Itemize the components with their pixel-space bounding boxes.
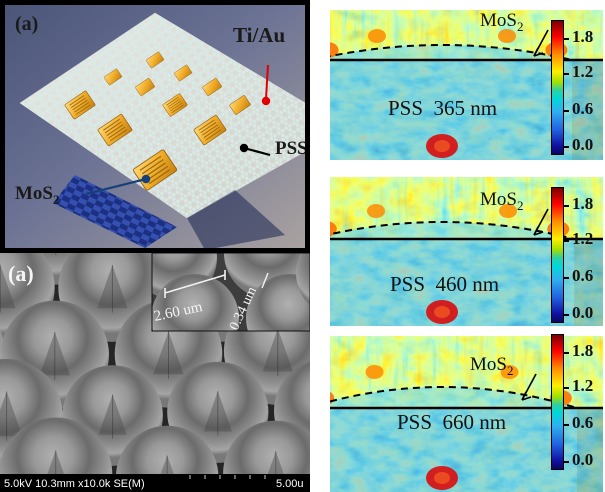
svg-text:5.0kV 10.3mm x10.0k SE(M): 5.0kV 10.3mm x10.0k SE(M) <box>4 478 145 490</box>
svg-text:5.00u: 5.00u <box>276 478 304 490</box>
svg-text:(a): (a) <box>8 261 34 286</box>
